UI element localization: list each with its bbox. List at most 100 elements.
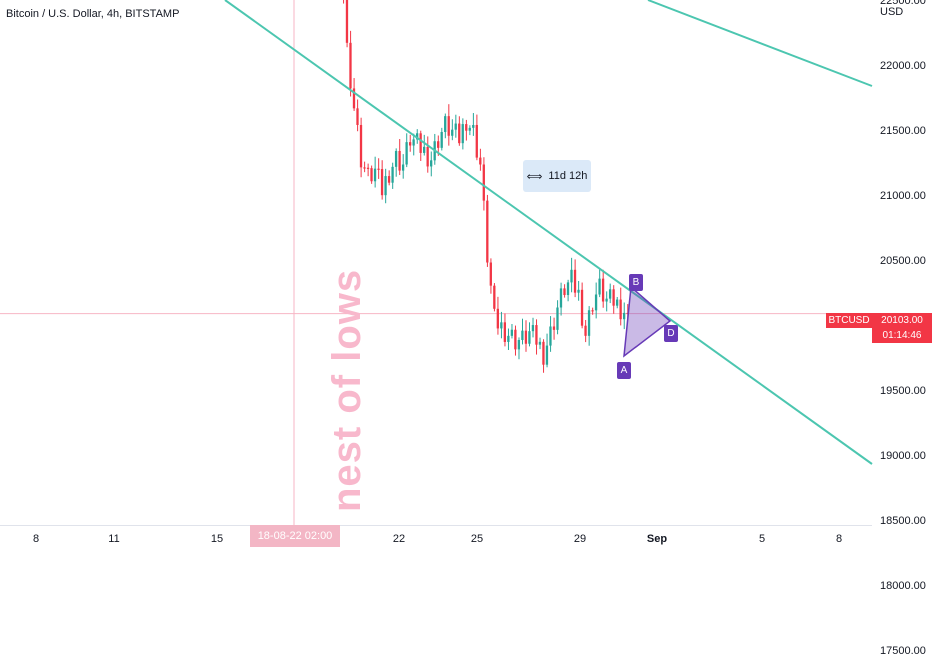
candle-body — [454, 123, 457, 130]
date-range-measure[interactable]: ⟺ 11d 12h — [523, 160, 591, 192]
candle-body — [570, 269, 573, 283]
candle-body — [373, 168, 377, 182]
trendline-upper — [647, 0, 873, 87]
candle-body — [472, 124, 475, 128]
candle-body — [514, 329, 517, 350]
time-axis[interactable]: 8 11 15 22 25 29 Sep 5 8 — [0, 525, 872, 551]
candle-body — [535, 325, 538, 345]
candle-body — [580, 289, 584, 326]
triangle-pattern — [623, 285, 672, 358]
candle-body — [465, 124, 468, 131]
candle-body — [349, 42, 352, 89]
candle-body — [440, 132, 443, 148]
candle-body — [563, 288, 566, 296]
candle-body — [461, 124, 464, 144]
candle-body — [408, 142, 412, 146]
pattern-point-a[interactable]: A — [617, 362, 631, 379]
candle-body — [468, 127, 471, 131]
candle-body — [384, 176, 387, 196]
candle-body — [545, 345, 549, 365]
candle-body — [524, 330, 528, 344]
price-axis-label: 22000.00 — [880, 60, 926, 72]
currency-label: USD — [880, 6, 904, 18]
candle-body — [542, 341, 545, 365]
arrows-horizontal-icon: ⟺ — [526, 170, 543, 183]
symbol-badge: BTCUSD — [826, 313, 872, 328]
candle-body — [447, 116, 450, 136]
price-axis-label: 19500.00 — [880, 385, 926, 397]
time-axis-label: 29 — [573, 533, 587, 545]
candle-body — [363, 167, 366, 169]
time-axis-label: 5 — [758, 533, 766, 545]
price-axis-label: 18500.00 — [880, 515, 926, 527]
nest-of-lows-annotation[interactable]: nest of lows — [325, 268, 369, 512]
symbol-title[interactable]: Bitcoin / U.S. Dollar, 4h, BITSTAMP — [6, 8, 180, 20]
candle-body — [528, 331, 531, 344]
candle-body — [437, 141, 440, 148]
candle-body — [566, 282, 570, 296]
price-axis-label: 17500.00 — [880, 645, 926, 657]
price-axis[interactable]: USD 24500.0024000.0023500.0023000.002250… — [872, 0, 932, 657]
candle-body — [594, 294, 598, 311]
price-axis-label: 19000.00 — [880, 450, 926, 462]
pattern-point-d[interactable]: D — [664, 325, 678, 342]
crosshair-time-label: 18-08-22 02:00 — [250, 525, 340, 547]
candle-body — [415, 133, 419, 140]
price-axis-label: 21000.00 — [880, 190, 926, 202]
time-axis-label: 25 — [470, 533, 484, 545]
time-axis-label: 8 — [835, 533, 843, 545]
candle-body — [559, 288, 563, 308]
candle-body — [458, 123, 461, 144]
candle-body — [619, 299, 622, 320]
candle-body — [377, 168, 380, 170]
candle-body — [531, 325, 535, 332]
candle-body — [517, 340, 521, 350]
candle-body — [489, 262, 492, 286]
price-axis-label: 22500.00 — [880, 0, 926, 7]
candle-body — [507, 335, 510, 342]
candle-body — [556, 307, 559, 330]
candle-body — [612, 289, 615, 306]
candle-body — [591, 310, 594, 312]
candlestick-chart[interactable] — [0, 0, 932, 550]
candle-body — [503, 322, 507, 342]
measure-label: 11d 12h — [548, 170, 588, 182]
candle-body — [394, 150, 398, 167]
time-axis-label: 22 — [392, 533, 406, 545]
candle-body — [615, 299, 619, 306]
candle-body — [387, 176, 391, 183]
candle-body — [391, 166, 394, 183]
candle-body — [380, 169, 384, 196]
candle-body — [584, 325, 587, 336]
candle-body — [605, 298, 608, 302]
candle-body — [451, 129, 454, 136]
candle-body — [500, 322, 503, 329]
candle-body — [405, 142, 408, 165]
candle-body — [577, 289, 580, 293]
candle-body — [598, 278, 601, 295]
candle-body — [622, 312, 626, 320]
candle-body — [370, 168, 373, 182]
time-axis-label: 8 — [32, 533, 40, 545]
time-axis-label: Sep — [646, 533, 668, 545]
candle-body — [493, 285, 496, 309]
trendline-lower — [224, 0, 873, 465]
pattern-point-b[interactable]: B — [629, 274, 643, 291]
candle-body — [345, 0, 349, 43]
candle-body — [521, 330, 524, 340]
candle-body — [359, 124, 363, 168]
candle-body — [366, 167, 370, 169]
price-axis-label: 21500.00 — [880, 125, 926, 137]
price-axis-label: 20500.00 — [880, 255, 926, 267]
candle-body — [398, 150, 401, 171]
candle-body — [401, 164, 405, 171]
candle-body — [352, 88, 356, 109]
price-axis-label: 18000.00 — [880, 580, 926, 592]
candle-body — [412, 139, 415, 146]
time-axis-label: 15 — [210, 533, 224, 545]
candle-body — [587, 310, 591, 336]
candle-body — [486, 200, 489, 263]
candle-body — [552, 326, 556, 330]
candle-body — [573, 269, 577, 293]
